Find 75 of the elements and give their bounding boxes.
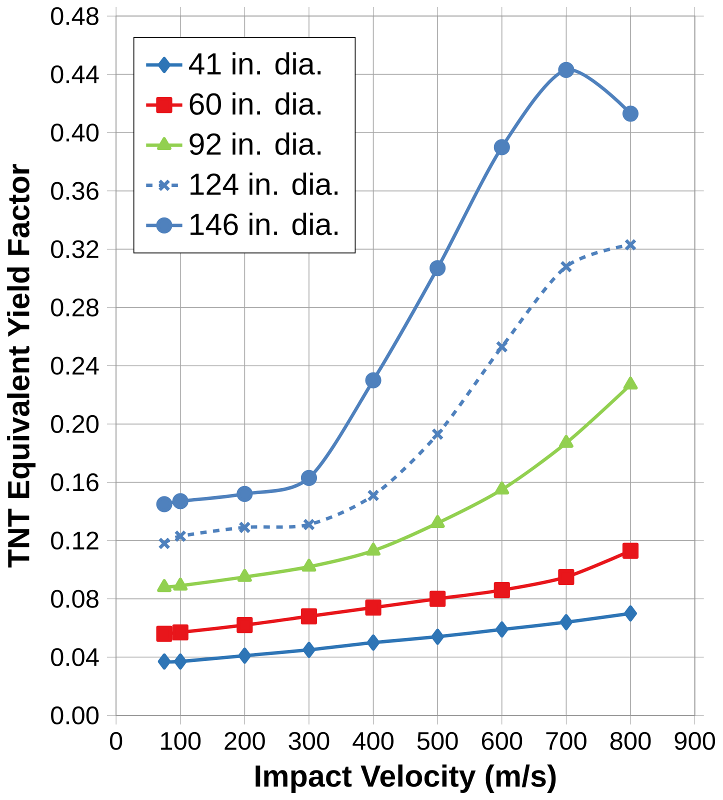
point bbox=[365, 372, 382, 388]
legend-label: 41 in. dia. bbox=[188, 52, 321, 75]
x-tick-label: 0 bbox=[110, 732, 122, 750]
legend-label: 92 in. dia. bbox=[190, 132, 321, 155]
point bbox=[302, 518, 316, 531]
point bbox=[431, 428, 444, 440]
point bbox=[237, 568, 252, 582]
point bbox=[366, 634, 380, 651]
y-axis-title: TNT Equivalent Yield Factor bbox=[7, 164, 36, 568]
y-tick-label: 0.36 bbox=[51, 182, 98, 200]
point bbox=[494, 482, 510, 494]
point bbox=[367, 489, 380, 502]
point bbox=[494, 582, 510, 598]
y-tick-label: 0.08 bbox=[51, 590, 98, 608]
point bbox=[560, 614, 573, 630]
point bbox=[623, 376, 638, 390]
y-tick-label: 0.28 bbox=[51, 298, 98, 316]
point bbox=[238, 521, 251, 534]
point bbox=[558, 568, 574, 586]
x-tick-label: 100 bbox=[161, 732, 201, 750]
point bbox=[558, 62, 574, 78]
y-tick-label: 0.00 bbox=[51, 706, 99, 724]
point bbox=[238, 648, 252, 664]
point bbox=[558, 434, 574, 448]
point bbox=[158, 537, 170, 550]
point bbox=[174, 530, 187, 542]
point bbox=[158, 653, 171, 670]
legend-label: 124 in. dia. bbox=[190, 172, 338, 196]
legend-label: 146 in. dia. bbox=[190, 212, 338, 236]
point bbox=[430, 515, 445, 528]
point bbox=[622, 106, 639, 122]
point bbox=[430, 260, 446, 276]
legend-label: 60 in. dia. bbox=[190, 92, 321, 115]
x-tick-label: 400 bbox=[352, 732, 394, 750]
point bbox=[494, 139, 510, 156]
x-tick-label: 800 bbox=[610, 732, 651, 750]
point bbox=[622, 542, 639, 559]
point bbox=[495, 621, 508, 638]
point bbox=[560, 260, 572, 273]
point bbox=[156, 496, 172, 512]
x-tick-label: 300 bbox=[288, 732, 330, 750]
point bbox=[431, 628, 444, 645]
x-tick-label: 700 bbox=[546, 732, 586, 750]
x-tick-label: 500 bbox=[417, 732, 458, 750]
point bbox=[174, 653, 187, 670]
point bbox=[236, 617, 253, 634]
point bbox=[300, 470, 317, 486]
point bbox=[496, 340, 508, 353]
point bbox=[172, 493, 188, 510]
y-tick-label: 0.04 bbox=[51, 648, 99, 666]
y-tick-label: 0.12 bbox=[51, 532, 98, 550]
point bbox=[236, 486, 253, 502]
y-tick-label: 0.48 bbox=[51, 7, 98, 26]
point bbox=[172, 624, 188, 640]
point bbox=[302, 642, 316, 658]
point bbox=[624, 238, 637, 251]
x-axis-title: Impact Velocity (m/s) bbox=[256, 764, 556, 793]
point bbox=[173, 578, 188, 591]
point bbox=[156, 626, 172, 642]
y-tick-label: 0.32 bbox=[51, 240, 98, 258]
y-tick-label: 0.44 bbox=[51, 65, 99, 84]
y-tick-label: 0.40 bbox=[51, 124, 99, 142]
point bbox=[365, 600, 382, 616]
x-tick-label: 600 bbox=[482, 732, 522, 750]
x-tick-label: 200 bbox=[224, 732, 265, 750]
point bbox=[366, 542, 380, 556]
y-tick-label: 0.20 bbox=[51, 415, 99, 434]
point bbox=[302, 558, 316, 572]
point bbox=[157, 579, 172, 592]
y-tick-label: 0.24 bbox=[51, 356, 99, 375]
point bbox=[300, 608, 317, 624]
y-tick-label: 0.16 bbox=[51, 473, 98, 492]
point bbox=[624, 605, 637, 622]
point bbox=[430, 590, 446, 607]
x-tick-label: 900 bbox=[674, 732, 715, 750]
